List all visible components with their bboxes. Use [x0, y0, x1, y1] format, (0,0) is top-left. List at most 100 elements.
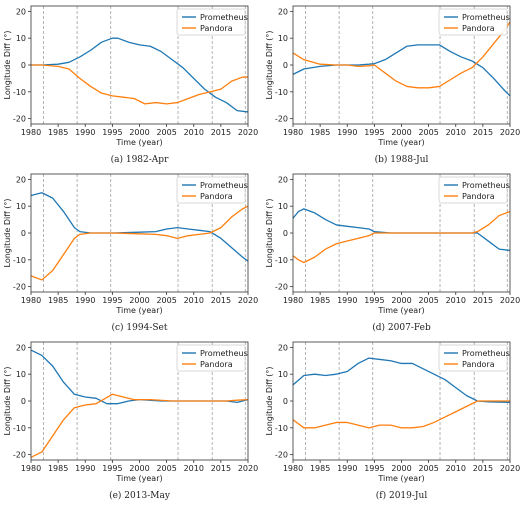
- x-tick-label: 2005: [418, 464, 438, 473]
- x-tick-label: 2015: [211, 464, 231, 473]
- panel-caption: (b) 1988-Jul: [375, 154, 429, 165]
- x-tick-label: 2000: [391, 128, 411, 137]
- x-tick-label: 1980: [283, 296, 303, 305]
- y-tick-label: -10: [13, 88, 26, 97]
- y-tick-label: 0: [283, 397, 288, 406]
- series-line-pandora: [292, 210, 511, 264]
- x-tick-label: 1985: [310, 296, 330, 305]
- legend: Prometheus Pandora: [438, 8, 510, 36]
- x-tick-label: 2010: [446, 128, 466, 137]
- y-tick-label: 20: [16, 343, 26, 352]
- x-tick-label: 2020: [500, 464, 520, 473]
- x-tick-label: 1980: [21, 296, 41, 305]
- legend-label-prometheus: Prometheus: [200, 181, 248, 190]
- x-tick-label: 1995: [364, 464, 384, 473]
- x-tick-label: 1995: [102, 296, 122, 305]
- y-axis-label: Longitude Diff (°): [265, 198, 274, 267]
- x-tick-label: 1990: [75, 296, 95, 305]
- x-tick-label: 2005: [156, 128, 176, 137]
- panel-caption: (d) 2007-Feb: [372, 322, 431, 333]
- x-tick-label: 1995: [102, 464, 122, 473]
- series-line-prometheus: [30, 192, 249, 262]
- x-tick-label: 1990: [337, 464, 357, 473]
- x-tick-label: 2020: [238, 464, 258, 473]
- x-tick-label: 2015: [211, 296, 231, 305]
- x-tick-label: 2010: [184, 128, 204, 137]
- y-axis-label: Longitude Diff (°): [265, 30, 274, 99]
- legend: Prometheus Pandora: [176, 8, 248, 36]
- x-tick-label: 2000: [129, 128, 149, 137]
- legend: Prometheus Pandora: [176, 176, 248, 204]
- x-tick-label: 2015: [211, 128, 231, 137]
- legend-label-pandora: Pandora: [200, 192, 233, 201]
- legend-label-prometheus: Prometheus: [462, 13, 510, 22]
- legend-label-pandora: Pandora: [462, 360, 495, 369]
- x-tick-label: 1985: [48, 296, 68, 305]
- x-tick-label: 1995: [102, 128, 122, 137]
- x-tick-label: 2000: [391, 464, 411, 473]
- series-line-prometheus: [292, 208, 511, 252]
- y-tick-label: 20: [16, 7, 26, 16]
- legend-label-prometheus: Prometheus: [462, 181, 510, 190]
- y-tick-label: 10: [278, 34, 288, 43]
- chart-panel-3: 1980 1985 1990 1995 2000 2005 2010 2015 2020-20-…: [3, 173, 258, 333]
- chart-panel-4: 1980 1985 1990 1995 2000 2005 2010 2015 2020-20-…: [265, 173, 520, 333]
- legend: Prometheus Pandora: [438, 176, 510, 204]
- x-tick-label: 1995: [364, 296, 384, 305]
- y-tick-label: -10: [13, 256, 26, 265]
- series-line-pandora: [30, 205, 249, 281]
- x-tick-label: 2015: [473, 464, 493, 473]
- x-tick-label: 1990: [337, 296, 357, 305]
- legend-label-prometheus: Prometheus: [200, 349, 248, 358]
- chart-panel-2: 1980 1985 1990 1995 2000 2005 2010 2015 2020-20-…: [265, 5, 520, 165]
- x-tick-label: 2010: [184, 296, 204, 305]
- series-line-pandora: [292, 400, 510, 429]
- x-tick-label: 2005: [156, 464, 176, 473]
- x-tick-label: 1990: [75, 128, 95, 137]
- y-axis-label: Longitude Diff (°): [265, 366, 274, 435]
- y-tick-label: 0: [21, 61, 26, 70]
- x-tick-label: 1980: [283, 464, 303, 473]
- x-tick-label: 1990: [337, 128, 357, 137]
- x-tick-label: 1985: [310, 128, 330, 137]
- series-line-prometheus: [292, 357, 511, 403]
- x-tick-label: 2010: [446, 296, 466, 305]
- x-tick-label: 2015: [473, 296, 493, 305]
- x-tick-label: 1985: [48, 464, 68, 473]
- x-tick-label: 2020: [500, 296, 520, 305]
- y-tick-label: -10: [275, 88, 288, 97]
- panel-caption: (f) 2019-Jul: [376, 490, 428, 501]
- x-tick-label: 2010: [446, 464, 466, 473]
- x-tick-label: 2005: [418, 296, 438, 305]
- y-tick-label: -20: [275, 283, 288, 292]
- series-line-prometheus: [31, 37, 249, 113]
- y-tick-label: 0: [21, 397, 26, 406]
- legend: Prometheus Pandora: [176, 344, 248, 372]
- x-axis-label: Time (year): [115, 138, 162, 147]
- panel-caption: (e) 2013-May: [109, 490, 171, 501]
- x-tick-label: 2000: [129, 296, 149, 305]
- x-axis-label: Time (year): [115, 306, 162, 315]
- series-line-pandora: [31, 64, 248, 105]
- legend-label-pandora: Pandora: [462, 192, 495, 201]
- x-axis-label: Time (year): [377, 138, 424, 147]
- panel-caption: (c) 1994-Set: [112, 322, 168, 333]
- legend-label-pandora: Pandora: [462, 24, 495, 33]
- x-tick-label: 1980: [21, 464, 41, 473]
- series-line-pandora: [292, 21, 511, 89]
- x-tick-label: 1985: [48, 128, 68, 137]
- legend: Prometheus Pandora: [438, 344, 510, 372]
- legend-label-pandora: Pandora: [200, 24, 233, 33]
- y-tick-label: 20: [278, 175, 288, 184]
- x-tick-label: 2020: [238, 128, 258, 137]
- series-line-prometheus: [292, 44, 511, 97]
- x-tick-label: 2010: [184, 464, 204, 473]
- legend-label-prometheus: Prometheus: [462, 349, 510, 358]
- y-tick-label: -20: [13, 283, 26, 292]
- y-tick-label: 10: [16, 370, 26, 379]
- y-tick-label: -20: [275, 115, 288, 124]
- legend-label-prometheus: Prometheus: [200, 13, 248, 22]
- y-tick-label: -10: [275, 424, 288, 433]
- panel-caption: (a) 1982-Apr: [111, 154, 169, 165]
